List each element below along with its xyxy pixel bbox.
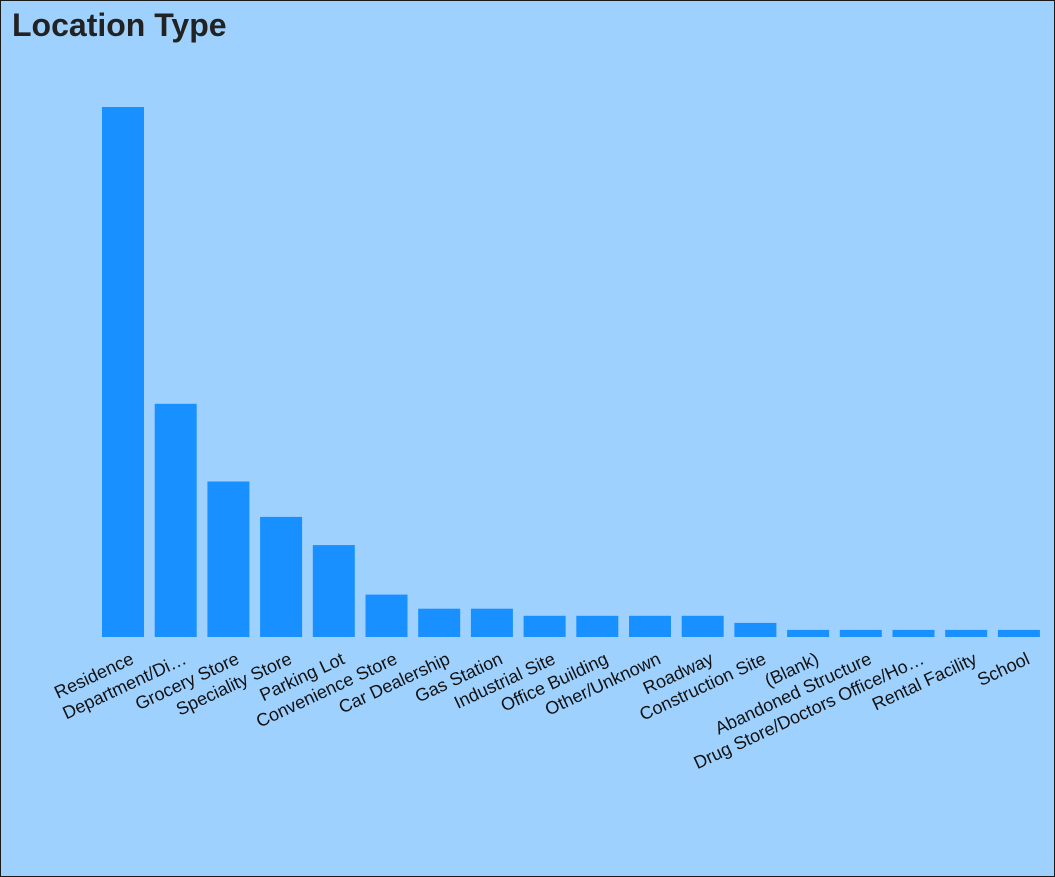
bar-15[interactable] (892, 629, 935, 637)
bar-1[interactable] (154, 403, 197, 637)
bar-7[interactable] (470, 608, 513, 637)
bar-16[interactable] (945, 629, 988, 637)
bar-11[interactable] (681, 615, 724, 637)
bar-4[interactable] (312, 545, 355, 637)
bar-17[interactable] (997, 629, 1040, 637)
bar-12[interactable] (734, 622, 777, 637)
bar-10[interactable] (629, 615, 671, 637)
bar-6[interactable] (418, 608, 461, 637)
chart-title: Location Type (12, 7, 227, 43)
bar-14[interactable] (839, 629, 882, 637)
x-tick-label-17: School (974, 648, 1032, 689)
bar-0[interactable] (102, 107, 144, 637)
bar-3[interactable] (260, 516, 303, 637)
bar-2[interactable] (207, 481, 250, 638)
bar-13[interactable] (787, 629, 830, 637)
bar-8[interactable] (523, 615, 566, 637)
bar-9[interactable] (576, 615, 619, 637)
bar-5[interactable] (365, 594, 408, 637)
